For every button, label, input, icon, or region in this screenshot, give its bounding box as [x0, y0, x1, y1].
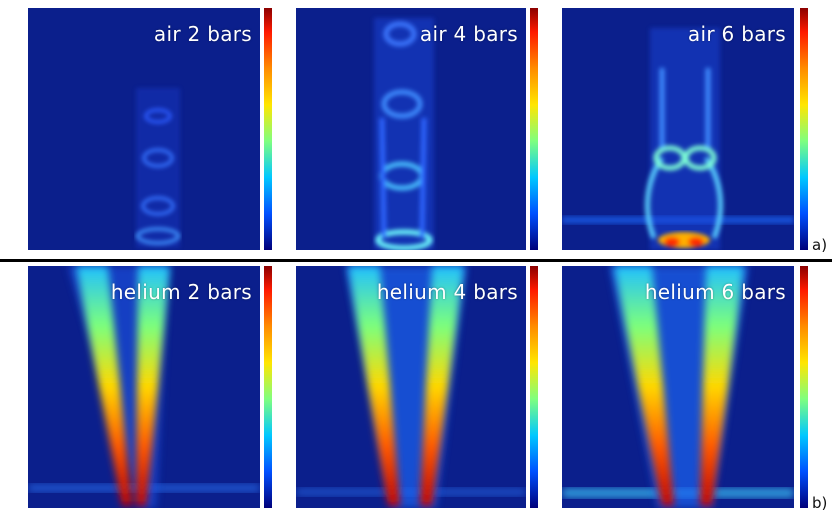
panel-label: air 4 bars — [419, 22, 518, 46]
panel-label: helium 2 bars — [110, 280, 252, 304]
air-4-bars-panel: air 4 bars — [296, 8, 526, 250]
panel-label: air 2 bars — [153, 22, 252, 46]
panel-label: helium 6 bars — [644, 280, 786, 304]
row-label-a: a) — [812, 236, 828, 254]
row-label-b: b) — [812, 494, 828, 512]
panel-label: helium 4 bars — [376, 280, 518, 304]
colorbar — [530, 8, 538, 250]
air-4-bars-plot — [374, 18, 434, 250]
helium-6-bars-plot — [562, 266, 794, 508]
row-divider — [0, 259, 832, 262]
helium-4-bars-panel: helium 4 bars — [296, 266, 526, 508]
air-2-bars-plot — [136, 88, 180, 248]
helium-6-bars-panel: helium 6 bars — [562, 266, 794, 508]
colorbar — [530, 266, 538, 508]
air-2-bars-panel: air 2 bars — [28, 8, 260, 250]
helium-2-bars-panel: helium 2 bars — [28, 266, 260, 508]
air-6-bars-plot — [562, 28, 794, 250]
colorbar — [800, 8, 808, 250]
air-6-bars-panel: air 6 bars — [562, 8, 794, 250]
helium-2-bars-plot — [28, 266, 260, 508]
helium-4-bars-plot — [296, 266, 526, 508]
colorbar — [264, 266, 272, 508]
colorbar — [264, 8, 272, 250]
panel-label: air 6 bars — [687, 22, 786, 46]
colorbar — [800, 266, 808, 508]
